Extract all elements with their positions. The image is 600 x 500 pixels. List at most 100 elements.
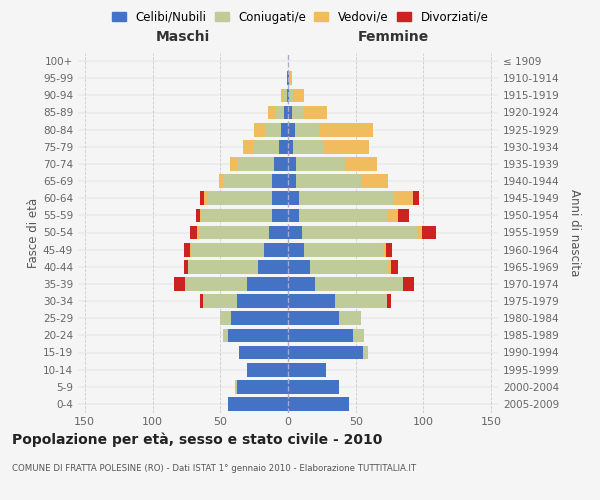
- Bar: [388, 260, 391, 274]
- Bar: [188, 260, 258, 274]
- Bar: [281, 123, 288, 136]
- Bar: [236, 380, 288, 394]
- Bar: [302, 226, 417, 239]
- Bar: [185, 277, 247, 291]
- Bar: [303, 106, 327, 120]
- Bar: [288, 88, 289, 102]
- Bar: [207, 192, 272, 205]
- Text: COMUNE DI FRATTA POLESINE (RO) - Dati ISTAT 1° gennaio 2010 - Elaborazione TUTTI: COMUNE DI FRATTA POLESINE (RO) - Dati IS…: [12, 464, 416, 473]
- Legend: Celibi/Nubili, Coniugati/e, Vedovi/e, Divorziati/e: Celibi/Nubili, Coniugati/e, Vedovi/e, Di…: [107, 6, 493, 28]
- Bar: [288, 243, 304, 256]
- Bar: [353, 328, 364, 342]
- Bar: [391, 260, 398, 274]
- Bar: [272, 174, 288, 188]
- Bar: [287, 88, 288, 102]
- Bar: [254, 123, 265, 136]
- Bar: [299, 208, 387, 222]
- Bar: [236, 157, 274, 171]
- Bar: [288, 346, 362, 360]
- Bar: [422, 226, 436, 239]
- Bar: [192, 243, 263, 256]
- Bar: [278, 140, 288, 153]
- Y-axis label: Fasce di età: Fasce di età: [27, 198, 40, 268]
- Bar: [362, 346, 368, 360]
- Bar: [254, 140, 278, 153]
- Bar: [288, 157, 296, 171]
- Bar: [299, 192, 394, 205]
- Bar: [288, 380, 340, 394]
- Bar: [288, 140, 293, 153]
- Bar: [184, 243, 190, 256]
- Bar: [289, 72, 292, 85]
- Bar: [258, 260, 288, 274]
- Bar: [288, 260, 310, 274]
- Bar: [288, 312, 340, 325]
- Bar: [223, 328, 229, 342]
- Bar: [288, 294, 335, 308]
- Bar: [190, 243, 192, 256]
- Bar: [284, 106, 288, 120]
- Bar: [287, 72, 288, 85]
- Bar: [274, 157, 288, 171]
- Bar: [200, 294, 203, 308]
- Text: Popolazione per età, sesso e stato civile - 2010: Popolazione per età, sesso e stato civil…: [12, 432, 382, 447]
- Bar: [417, 226, 422, 239]
- Bar: [292, 106, 303, 120]
- Bar: [288, 363, 326, 376]
- Bar: [236, 294, 288, 308]
- Bar: [386, 243, 392, 256]
- Bar: [293, 140, 323, 153]
- Bar: [265, 123, 281, 136]
- Bar: [288, 72, 289, 85]
- Text: Femmine: Femmine: [358, 30, 428, 44]
- Bar: [276, 106, 284, 120]
- Bar: [288, 208, 299, 222]
- Bar: [247, 363, 288, 376]
- Bar: [239, 346, 288, 360]
- Bar: [268, 106, 276, 120]
- Bar: [293, 88, 304, 102]
- Bar: [204, 192, 207, 205]
- Bar: [247, 277, 288, 291]
- Bar: [231, 312, 288, 325]
- Bar: [310, 260, 388, 274]
- Bar: [184, 260, 188, 274]
- Bar: [197, 226, 199, 239]
- Bar: [296, 157, 345, 171]
- Bar: [387, 294, 391, 308]
- Bar: [304, 243, 383, 256]
- Bar: [220, 312, 231, 325]
- Bar: [235, 380, 236, 394]
- Bar: [263, 243, 288, 256]
- Bar: [295, 123, 319, 136]
- Bar: [288, 226, 302, 239]
- Bar: [219, 174, 223, 188]
- Text: Maschi: Maschi: [156, 30, 210, 44]
- Bar: [335, 294, 387, 308]
- Bar: [288, 277, 315, 291]
- Bar: [413, 192, 419, 205]
- Bar: [288, 328, 353, 342]
- Bar: [315, 277, 403, 291]
- Bar: [200, 192, 204, 205]
- Bar: [288, 192, 299, 205]
- Bar: [296, 174, 361, 188]
- Bar: [243, 140, 254, 153]
- Bar: [174, 277, 185, 291]
- Bar: [387, 208, 398, 222]
- Bar: [288, 174, 296, 188]
- Bar: [203, 294, 236, 308]
- Bar: [288, 106, 292, 120]
- Bar: [281, 88, 284, 102]
- Bar: [200, 208, 201, 222]
- Bar: [319, 123, 373, 136]
- Bar: [201, 208, 272, 222]
- Bar: [403, 277, 414, 291]
- Bar: [345, 157, 377, 171]
- Bar: [229, 328, 288, 342]
- Bar: [289, 88, 293, 102]
- Bar: [340, 312, 361, 325]
- Bar: [361, 174, 388, 188]
- Bar: [223, 174, 272, 188]
- Bar: [190, 226, 197, 239]
